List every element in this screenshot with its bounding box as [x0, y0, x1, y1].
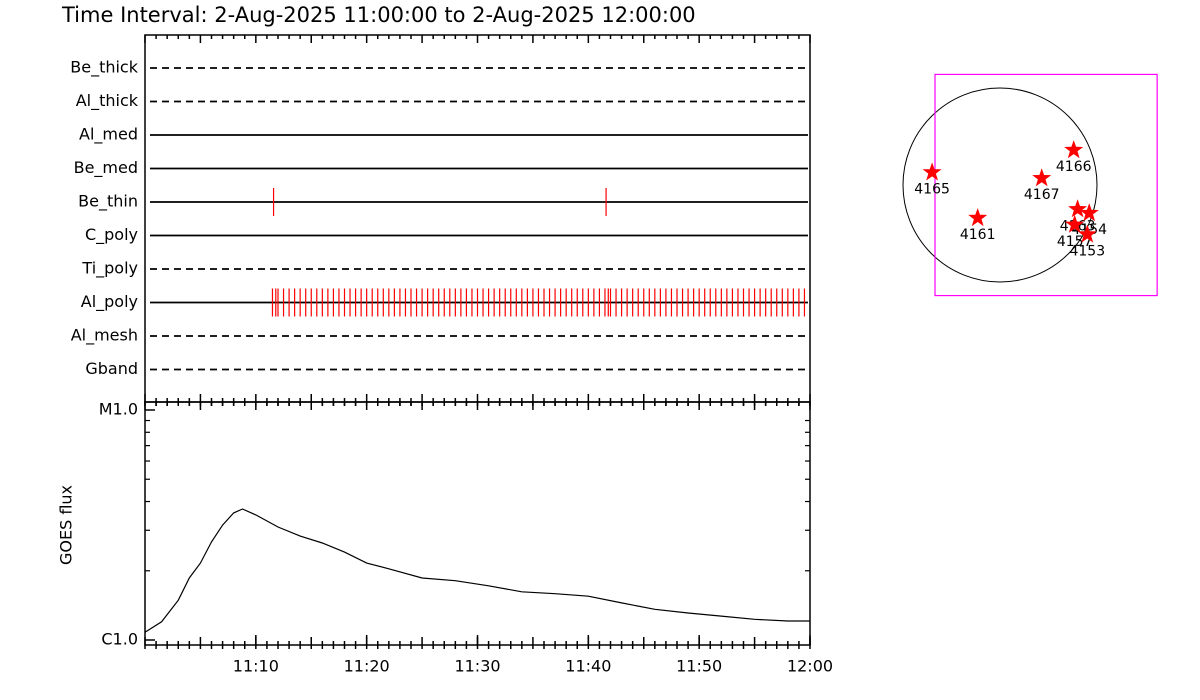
active-region-label: 4165 — [914, 181, 950, 197]
y-tick-label: Be_thin — [78, 192, 138, 212]
active-region-star — [1065, 214, 1085, 233]
active-region-star — [1064, 140, 1084, 159]
y-tick-label: Ti_poly — [81, 259, 138, 279]
field-of-view — [934, 73, 1158, 297]
active-region-star — [968, 208, 988, 227]
active-region-star — [1077, 224, 1097, 243]
x-tick-label: 11:40 — [565, 657, 611, 676]
y-tick-label: Al_mesh — [71, 326, 138, 346]
y-tick-label: Gband — [85, 359, 138, 378]
active-region-label: 4167 — [1024, 187, 1060, 203]
x-tick-label: 11:50 — [676, 657, 722, 676]
x-tick-label: 11:10 — [233, 657, 279, 676]
y-tick-label: Be_med — [74, 158, 138, 178]
solar-disk — [902, 87, 1098, 283]
active-region-label: 4166 — [1056, 159, 1092, 175]
active-region-star — [1068, 199, 1088, 218]
chart-title: Time Interval: 2-Aug-2025 11:00:00 to 2-… — [61, 3, 696, 27]
y-tick-label: Be_thick — [70, 58, 138, 78]
active-region-star — [1032, 168, 1052, 187]
active-region-label: 4153 — [1069, 243, 1105, 259]
y-tick-label: C_poly — [85, 225, 138, 245]
goes-flux-line — [144, 508, 810, 633]
y-tick-label: Al_med — [79, 125, 138, 145]
y-tick-label: C1.0 — [101, 630, 138, 649]
active-region-star — [1079, 203, 1099, 222]
active-region-label: 4161 — [960, 227, 996, 243]
y-tick-label: Al_thick — [76, 91, 139, 111]
x-tick-label: 11:30 — [454, 657, 500, 676]
active-region-star — [922, 162, 942, 181]
x-tick-label: 12:00 — [787, 657, 833, 676]
y-tick-label: Al_poly — [81, 292, 138, 312]
y-axis-label: GOES flux — [57, 485, 76, 565]
x-tick-label: 11:20 — [344, 657, 390, 676]
y-tick-label: M1.0 — [99, 400, 138, 419]
